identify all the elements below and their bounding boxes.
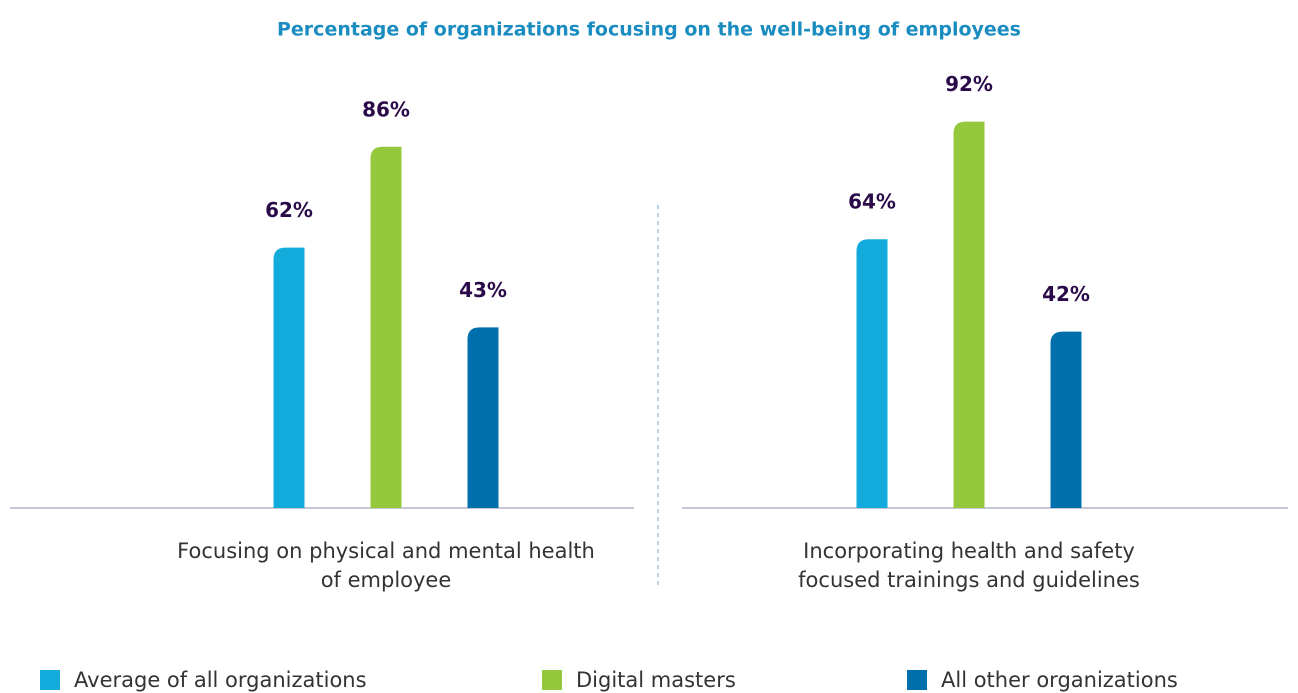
bar [467,327,499,508]
chart-title: Percentage of organizations focusing on … [277,19,1021,41]
value-label: 86% [362,97,410,121]
legend-label: All other organizations [941,668,1178,692]
legend-swatch [542,670,562,690]
category-label: Incorporating health and safety focused … [798,539,1140,592]
bar [370,146,402,509]
category-label: Focusing on physical and mental health o… [177,539,595,592]
value-label: 62% [265,198,313,222]
value-label: 42% [1042,282,1090,306]
legend-swatch [40,670,60,690]
legend-label: Digital masters [576,668,736,692]
bar [953,121,985,508]
value-label: 64% [848,190,896,214]
bar [273,247,305,508]
bar [1050,331,1082,508]
value-label: 43% [459,278,507,302]
legend-label: Average of all organizations [74,668,367,692]
legend-swatch [907,670,927,690]
value-label: 92% [945,72,993,96]
bar [856,239,888,508]
